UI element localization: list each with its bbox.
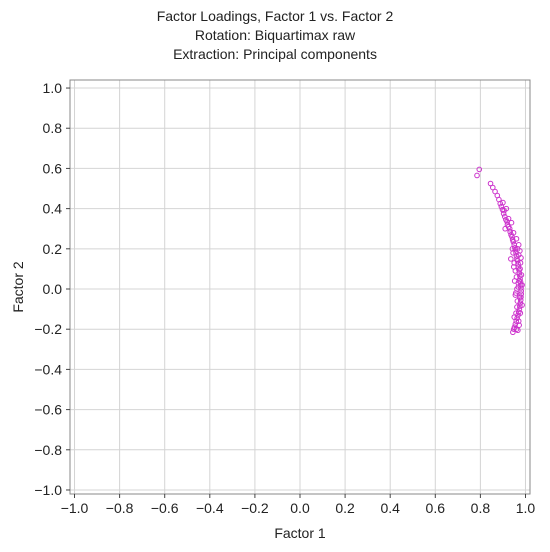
data-point	[502, 225, 508, 232]
data-point	[513, 235, 520, 242]
data-point	[515, 327, 521, 334]
y-tick-label: −0.2	[34, 321, 62, 337]
x-tick-label: 1.0	[516, 500, 536, 516]
data-point	[510, 229, 517, 236]
data-point	[487, 180, 494, 187]
y-axis-tick-labels: 1.0 0.8 0.6 0.4 0.2 0.0 −0.2 −0.4 −0.6 −0.8 −1.0	[34, 80, 62, 498]
data-point	[518, 272, 525, 278]
data-point	[510, 329, 516, 336]
data-point	[489, 184, 496, 191]
data-point	[517, 266, 523, 272]
grid-lines	[70, 80, 530, 494]
data-point	[507, 228, 513, 235]
data-point	[497, 200, 504, 207]
chart-subtitle-extraction: Extraction: Principal components	[173, 46, 377, 62]
data-point	[516, 322, 522, 328]
data-point	[474, 172, 480, 179]
y-tick-label: 1.0	[43, 80, 63, 96]
x-tick-label: 0.4	[380, 500, 400, 516]
data-point	[515, 318, 522, 324]
data-point	[492, 188, 498, 195]
data-point	[518, 255, 524, 261]
x-tick-label: 0.8	[471, 500, 491, 516]
data-point	[508, 219, 515, 226]
data-point	[512, 292, 519, 298]
y-tick-label: 0.4	[43, 201, 63, 217]
chart-subtitle-rotation: Rotation: Biquartimax raw	[194, 27, 356, 43]
x-tick-label: −0.6	[151, 500, 179, 516]
data-point	[512, 321, 519, 327]
data-point	[510, 238, 517, 245]
data-point	[511, 260, 518, 266]
data-point	[518, 288, 525, 294]
data-point	[515, 241, 522, 248]
data-point	[476, 166, 483, 173]
data-point	[503, 205, 510, 212]
data-point	[513, 326, 520, 333]
data-point	[511, 314, 518, 320]
data-point	[519, 302, 525, 308]
y-tick-label: −0.4	[34, 361, 62, 377]
data-point	[509, 246, 516, 252]
data-point	[505, 215, 512, 222]
data-point	[510, 250, 516, 256]
data-point	[518, 291, 525, 297]
x-axis-label: Factor 1	[274, 525, 326, 541]
x-tick-label: −0.2	[241, 500, 269, 516]
x-tick-label: 0.2	[335, 500, 355, 516]
x-tick-label: −0.8	[106, 500, 134, 516]
data-point	[500, 210, 507, 217]
y-axis-label: Factor 2	[10, 261, 26, 313]
x-tick-label: −0.4	[196, 500, 224, 516]
data-point	[514, 304, 520, 310]
data-point	[511, 278, 518, 284]
y-tick-label: −0.8	[34, 442, 62, 458]
data-point	[500, 199, 506, 206]
data-point	[514, 298, 521, 304]
data-point	[508, 256, 514, 262]
data-points	[474, 166, 525, 336]
data-point	[516, 294, 523, 300]
y-tick-label: 0.8	[43, 120, 63, 136]
data-point	[517, 297, 524, 303]
y-tick-label: 0.6	[43, 160, 63, 176]
data-point	[516, 267, 522, 273]
data-point	[510, 264, 517, 270]
x-tick-label: −1.0	[61, 500, 89, 516]
data-point	[514, 315, 520, 321]
data-point	[515, 284, 522, 290]
y-tick-label: −0.6	[34, 402, 62, 418]
x-tick-label: 0.0	[290, 500, 310, 516]
chart-title: Factor Loadings, Factor 1 vs. Factor 2	[156, 8, 394, 24]
y-tick-label: 0.2	[43, 241, 63, 257]
axis-ticks	[66, 87, 526, 498]
data-point	[517, 248, 523, 254]
data-point	[517, 310, 524, 316]
y-tick-label: −1.0	[34, 482, 62, 498]
x-tick-label: 0.6	[426, 500, 446, 516]
y-tick-label: 0.0	[43, 281, 63, 297]
x-axis-tick-labels: −1.0 −0.8 −0.6 −0.4 −0.2 0.0 0.2 0.4 0.6 0.8 1.0	[61, 500, 536, 516]
